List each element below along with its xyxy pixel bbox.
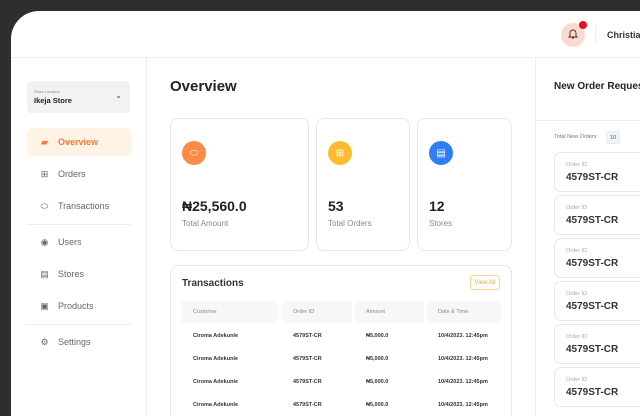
sidebar-item-label: Overview	[58, 137, 99, 147]
divider	[595, 25, 596, 45]
panel-title: New Order Requests	[554, 81, 640, 92]
sidebar-item-label: Settings	[58, 337, 91, 347]
order-card[interactable]: Order ID 4579ST-CR	[554, 195, 640, 235]
shopping-bag-icon: ▰	[41, 136, 48, 147]
order-id-value: 4579ST-CR	[566, 344, 619, 355]
bell-icon	[567, 26, 579, 44]
sidebar-item-label: Users	[58, 237, 82, 247]
store-icon: ▤	[40, 268, 49, 279]
sidebar-item-users[interactable]: ◉ Users	[27, 228, 131, 256]
total-new-orders-badge: 10	[606, 131, 620, 144]
order-card[interactable]: Order ID 4579ST-CR	[554, 367, 640, 407]
stat-card-stores: ▤ 12 Stores	[417, 118, 512, 251]
app-screen: Christian Store Location Ikeja Store ⌄ ▰…	[11, 11, 640, 416]
order-id-value: 4579ST-CR	[566, 301, 619, 312]
order-id-label: Order ID	[566, 377, 588, 383]
user-name[interactable]: Christian	[607, 30, 640, 40]
order-id-value: 4579ST-CR	[566, 172, 619, 183]
table-cell: ₦5,000.0	[366, 379, 389, 385]
coin-icon: ⬭	[40, 200, 49, 211]
order-id-label: Order ID	[566, 334, 588, 340]
column-header: Customer	[182, 301, 278, 323]
order-id-label: Order ID	[566, 248, 588, 254]
table-cell: Ciroma Adekunle	[193, 402, 239, 408]
sidebar-item-label: Orders	[58, 169, 86, 179]
divider	[536, 120, 640, 121]
page-title: Overview	[170, 78, 237, 95]
store-icon: ▤	[429, 141, 453, 165]
sidebar-item-transactions[interactable]: ⬭ Transactions	[27, 192, 131, 220]
order-id-label: Order ID	[566, 291, 588, 297]
top-header: Christian	[11, 11, 640, 58]
table-cell: Ciroma Adekunle	[193, 379, 239, 385]
table-cell: 4579ST-CR	[293, 402, 322, 408]
sidebar-item-label: Transactions	[58, 201, 110, 211]
order-id-value: 4579ST-CR	[566, 258, 619, 269]
bag-icon: ▣	[40, 300, 49, 311]
table-cell: Ciroma Adekunle	[193, 356, 239, 362]
table-cell: 10/4/2023. 12:45pm	[438, 379, 488, 385]
column-header: Amount	[355, 301, 424, 323]
table-cell: 4579ST-CR	[293, 356, 322, 362]
view-all-button[interactable]: View All	[470, 275, 500, 290]
notification-dot	[579, 21, 587, 29]
sidebar-item-products[interactable]: ▣ Products	[27, 292, 131, 320]
stat-label: Stores	[429, 219, 453, 228]
user-icon: ◉	[40, 236, 49, 247]
stat-label: Total Amount	[182, 219, 229, 228]
order-id-label: Order ID	[566, 162, 588, 168]
stat-value: 53	[328, 198, 344, 214]
table-cell: 4579ST-CR	[293, 379, 322, 385]
order-id-value: 4579ST-CR	[566, 215, 619, 226]
orders-icon: ⊞	[40, 168, 49, 179]
gear-icon: ⚙	[40, 336, 49, 347]
transactions-title: Transactions	[182, 278, 244, 289]
stat-card-total-amount: ⬭ ₦25,560.0 Total Amount	[170, 118, 309, 251]
order-card[interactable]: Order ID 4579ST-CR	[554, 281, 640, 321]
order-id-label: Order ID	[566, 205, 588, 211]
divider	[27, 224, 131, 225]
sidebar: Store Location Ikeja Store ⌄ ▰ Overview ⊞…	[11, 58, 147, 416]
sidebar-item-overview[interactable]: ▰ Overview	[27, 128, 131, 156]
sidebar-item-stores[interactable]: ▤ Stores	[27, 260, 131, 288]
table-cell: 10/4/2023. 12:45pm	[438, 333, 488, 339]
order-card[interactable]: Order ID 4579ST-CR	[554, 324, 640, 364]
stat-card-total-orders: ⊞ 53 Total Orders	[316, 118, 410, 251]
transactions-panel: Transactions View All Customer Order ID …	[170, 265, 512, 416]
table-cell: 10/4/2023. 12:45pm	[438, 356, 488, 362]
table-cell: Ciroma Adekunle	[193, 333, 239, 339]
store-location-select[interactable]: Store Location Ikeja Store ⌄	[27, 81, 130, 113]
order-card[interactable]: Order ID 4579ST-CR	[554, 238, 640, 278]
sidebar-item-label: Products	[58, 301, 94, 311]
new-order-requests-panel: New Order Requests Total New Orders 10 O…	[535, 58, 640, 416]
coin-icon: ⬭	[182, 141, 206, 165]
column-header: Order ID	[282, 301, 352, 323]
store-location-value: Ikeja Store	[34, 96, 72, 105]
orders-icon: ⊞	[328, 141, 352, 165]
divider	[27, 324, 131, 325]
table-cell: ₦5,000.0	[366, 356, 389, 362]
sidebar-item-settings[interactable]: ⚙ Settings	[27, 328, 131, 356]
table-cell: ₦5,000.0	[366, 333, 389, 339]
chevron-down-icon: ⌄	[115, 91, 122, 100]
store-location-label: Store Location	[34, 89, 60, 94]
main-content: Overview ⬭ ₦25,560.0 Total Amount ⊞ 53 T…	[148, 58, 535, 416]
total-new-orders-label: Total New Orders	[554, 134, 597, 140]
stat-value: 12	[429, 198, 445, 214]
stat-label: Total Orders	[328, 219, 372, 228]
sidebar-item-label: Stores	[58, 269, 85, 279]
order-id-value: 4579ST-CR	[566, 387, 619, 398]
table-cell: 4579ST-CR	[293, 333, 322, 339]
order-card[interactable]: Order ID 4579ST-CR	[554, 152, 640, 192]
stat-value: ₦25,560.0	[182, 198, 247, 214]
table-cell: 10/4/2023. 12:45pm	[438, 402, 488, 408]
sidebar-item-orders[interactable]: ⊞ Orders	[27, 160, 131, 188]
column-header: Date & Time	[427, 301, 501, 323]
table-cell: ₦5,000.0	[366, 402, 389, 408]
notification-button[interactable]	[561, 21, 587, 47]
